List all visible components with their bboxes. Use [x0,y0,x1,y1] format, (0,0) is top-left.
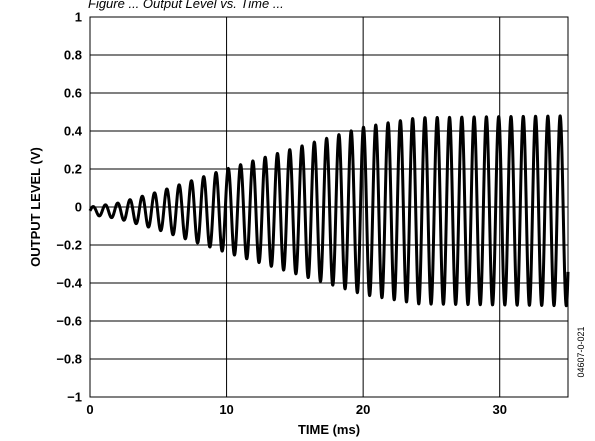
y-tick-label: 0 [75,200,82,215]
y-tick-label: 1 [75,10,82,25]
waveform-series-line [88,114,570,308]
x-tick-label: 0 [86,402,93,417]
x-axis-title: TIME (ms) [298,422,360,437]
x-tick-label: 10 [219,402,233,417]
y-tick-label: −0.2 [56,238,82,253]
y-axis-ticks: 1 0.8 0.6 0.4 0.2 0 −0.2 −0.4 −0.6 −0.8 −1 [56,10,82,405]
y-tick-label: −0.6 [56,314,82,329]
y-tick-label: 0.4 [64,124,83,139]
top-caption-fragment: Figure ... Output Level vs. Time ... [88,0,284,11]
y-tick-label: 0.8 [64,48,82,63]
y-tick-label: 0.6 [64,86,82,101]
y-tick-label: −0.8 [56,352,82,367]
y-tick-label: −0.4 [56,276,82,291]
y-tick-label: −1 [67,390,82,405]
x-tick-label: 30 [492,402,506,417]
x-axis-ticks: 0 10 20 30 [86,402,507,417]
x-tick-label: 20 [356,402,370,417]
plot-frame [89,16,569,398]
y-tick-label: 0.2 [64,162,82,177]
y-axis-title: OUTPUT LEVEL (V) [28,147,43,267]
figure-code: 04607-0-021 [576,326,586,377]
series-group [88,114,570,308]
